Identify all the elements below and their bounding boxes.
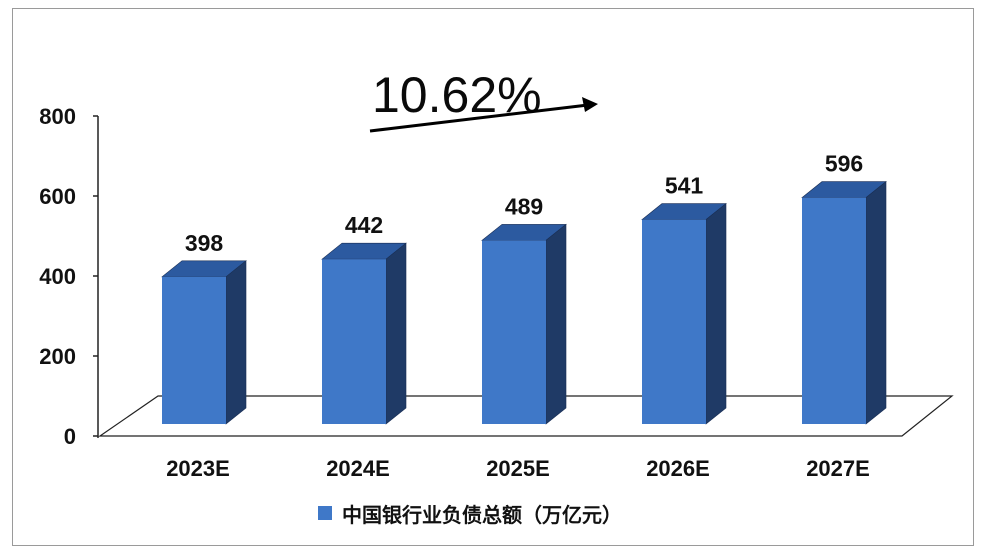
- bar-front: [482, 240, 546, 424]
- bar-side: [865, 180, 887, 425]
- bar: [801, 180, 887, 425]
- bar-side: [225, 260, 247, 425]
- data-label: 596: [825, 151, 863, 177]
- bar-front: [322, 259, 386, 424]
- bar-side: [545, 223, 567, 425]
- data-label: 541: [665, 173, 704, 199]
- y-tick-label: 800: [39, 104, 76, 129]
- bar-side: [705, 202, 727, 425]
- x-tick-label: 2024E: [326, 456, 390, 481]
- y-tick-label: 0: [64, 424, 76, 449]
- bar-front: [162, 276, 226, 424]
- data-label: 442: [345, 212, 383, 238]
- y-tick-label: 400: [39, 264, 76, 289]
- legend-swatch: [318, 506, 332, 520]
- x-tick-label: 2026E: [646, 456, 710, 481]
- x-tick-label: 2027E: [806, 456, 870, 481]
- bar: [161, 260, 247, 425]
- data-label: 398: [185, 230, 224, 256]
- legend-label: 中国银行业负债总额（万亿元）: [342, 502, 622, 527]
- bar-front: [802, 197, 866, 424]
- x-tick-label: 2023E: [166, 456, 230, 481]
- y-tick-label: 200: [39, 344, 76, 369]
- bar-front: [642, 219, 706, 424]
- bar: [481, 223, 567, 425]
- bar: [641, 202, 727, 425]
- bar: [321, 242, 407, 425]
- bar-side: [385, 242, 407, 425]
- data-label: 489: [505, 193, 543, 219]
- growth-arrow: [369, 103, 589, 133]
- x-tick-label: 2025E: [486, 456, 550, 481]
- legend: 中国银行业负债总额（万亿元）: [318, 498, 622, 528]
- chart-frame: [12, 8, 974, 546]
- growth-arrowhead: [582, 97, 598, 112]
- y-tick-label: 600: [39, 184, 76, 209]
